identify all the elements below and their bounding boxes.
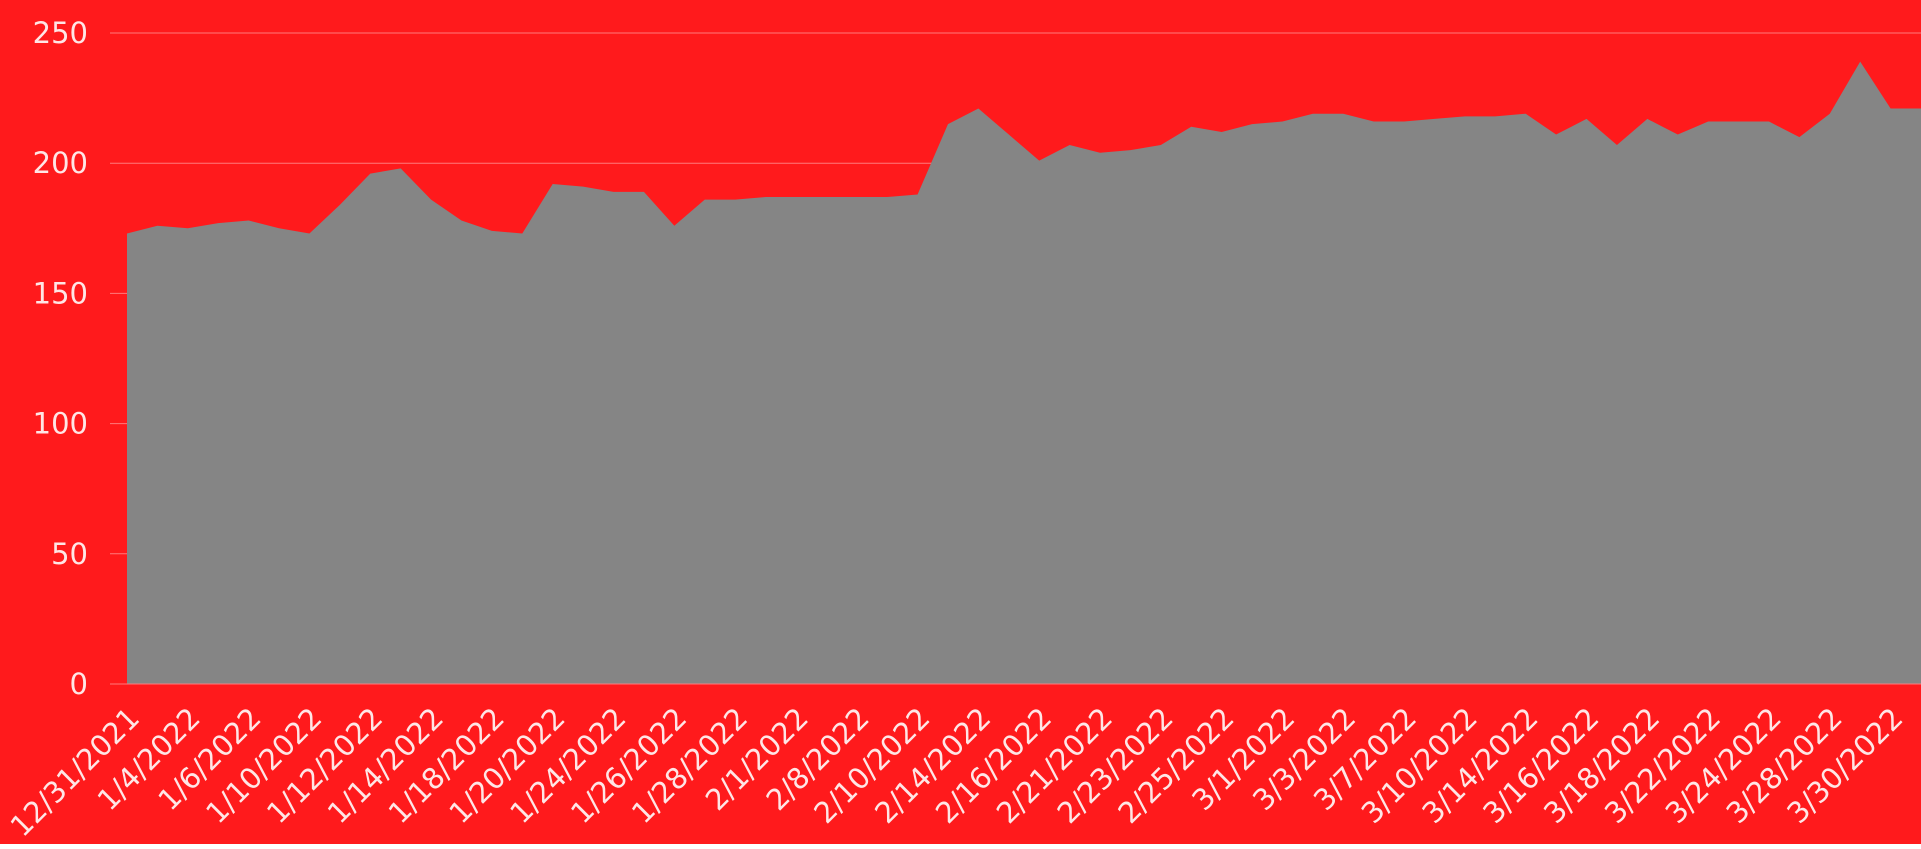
y-tick-label-0: 0 (70, 667, 88, 701)
area-series (110, 61, 1921, 685)
y-axis: 0 50 100 150 200 250 (33, 16, 88, 701)
y-tick-label-100: 100 (33, 407, 88, 441)
area-fill (127, 61, 1921, 684)
y-tick-label-200: 200 (33, 146, 88, 180)
y-tick-label-150: 150 (33, 276, 88, 310)
y-tick-label-250: 250 (33, 16, 88, 50)
y-tick-label-50: 50 (51, 537, 88, 571)
